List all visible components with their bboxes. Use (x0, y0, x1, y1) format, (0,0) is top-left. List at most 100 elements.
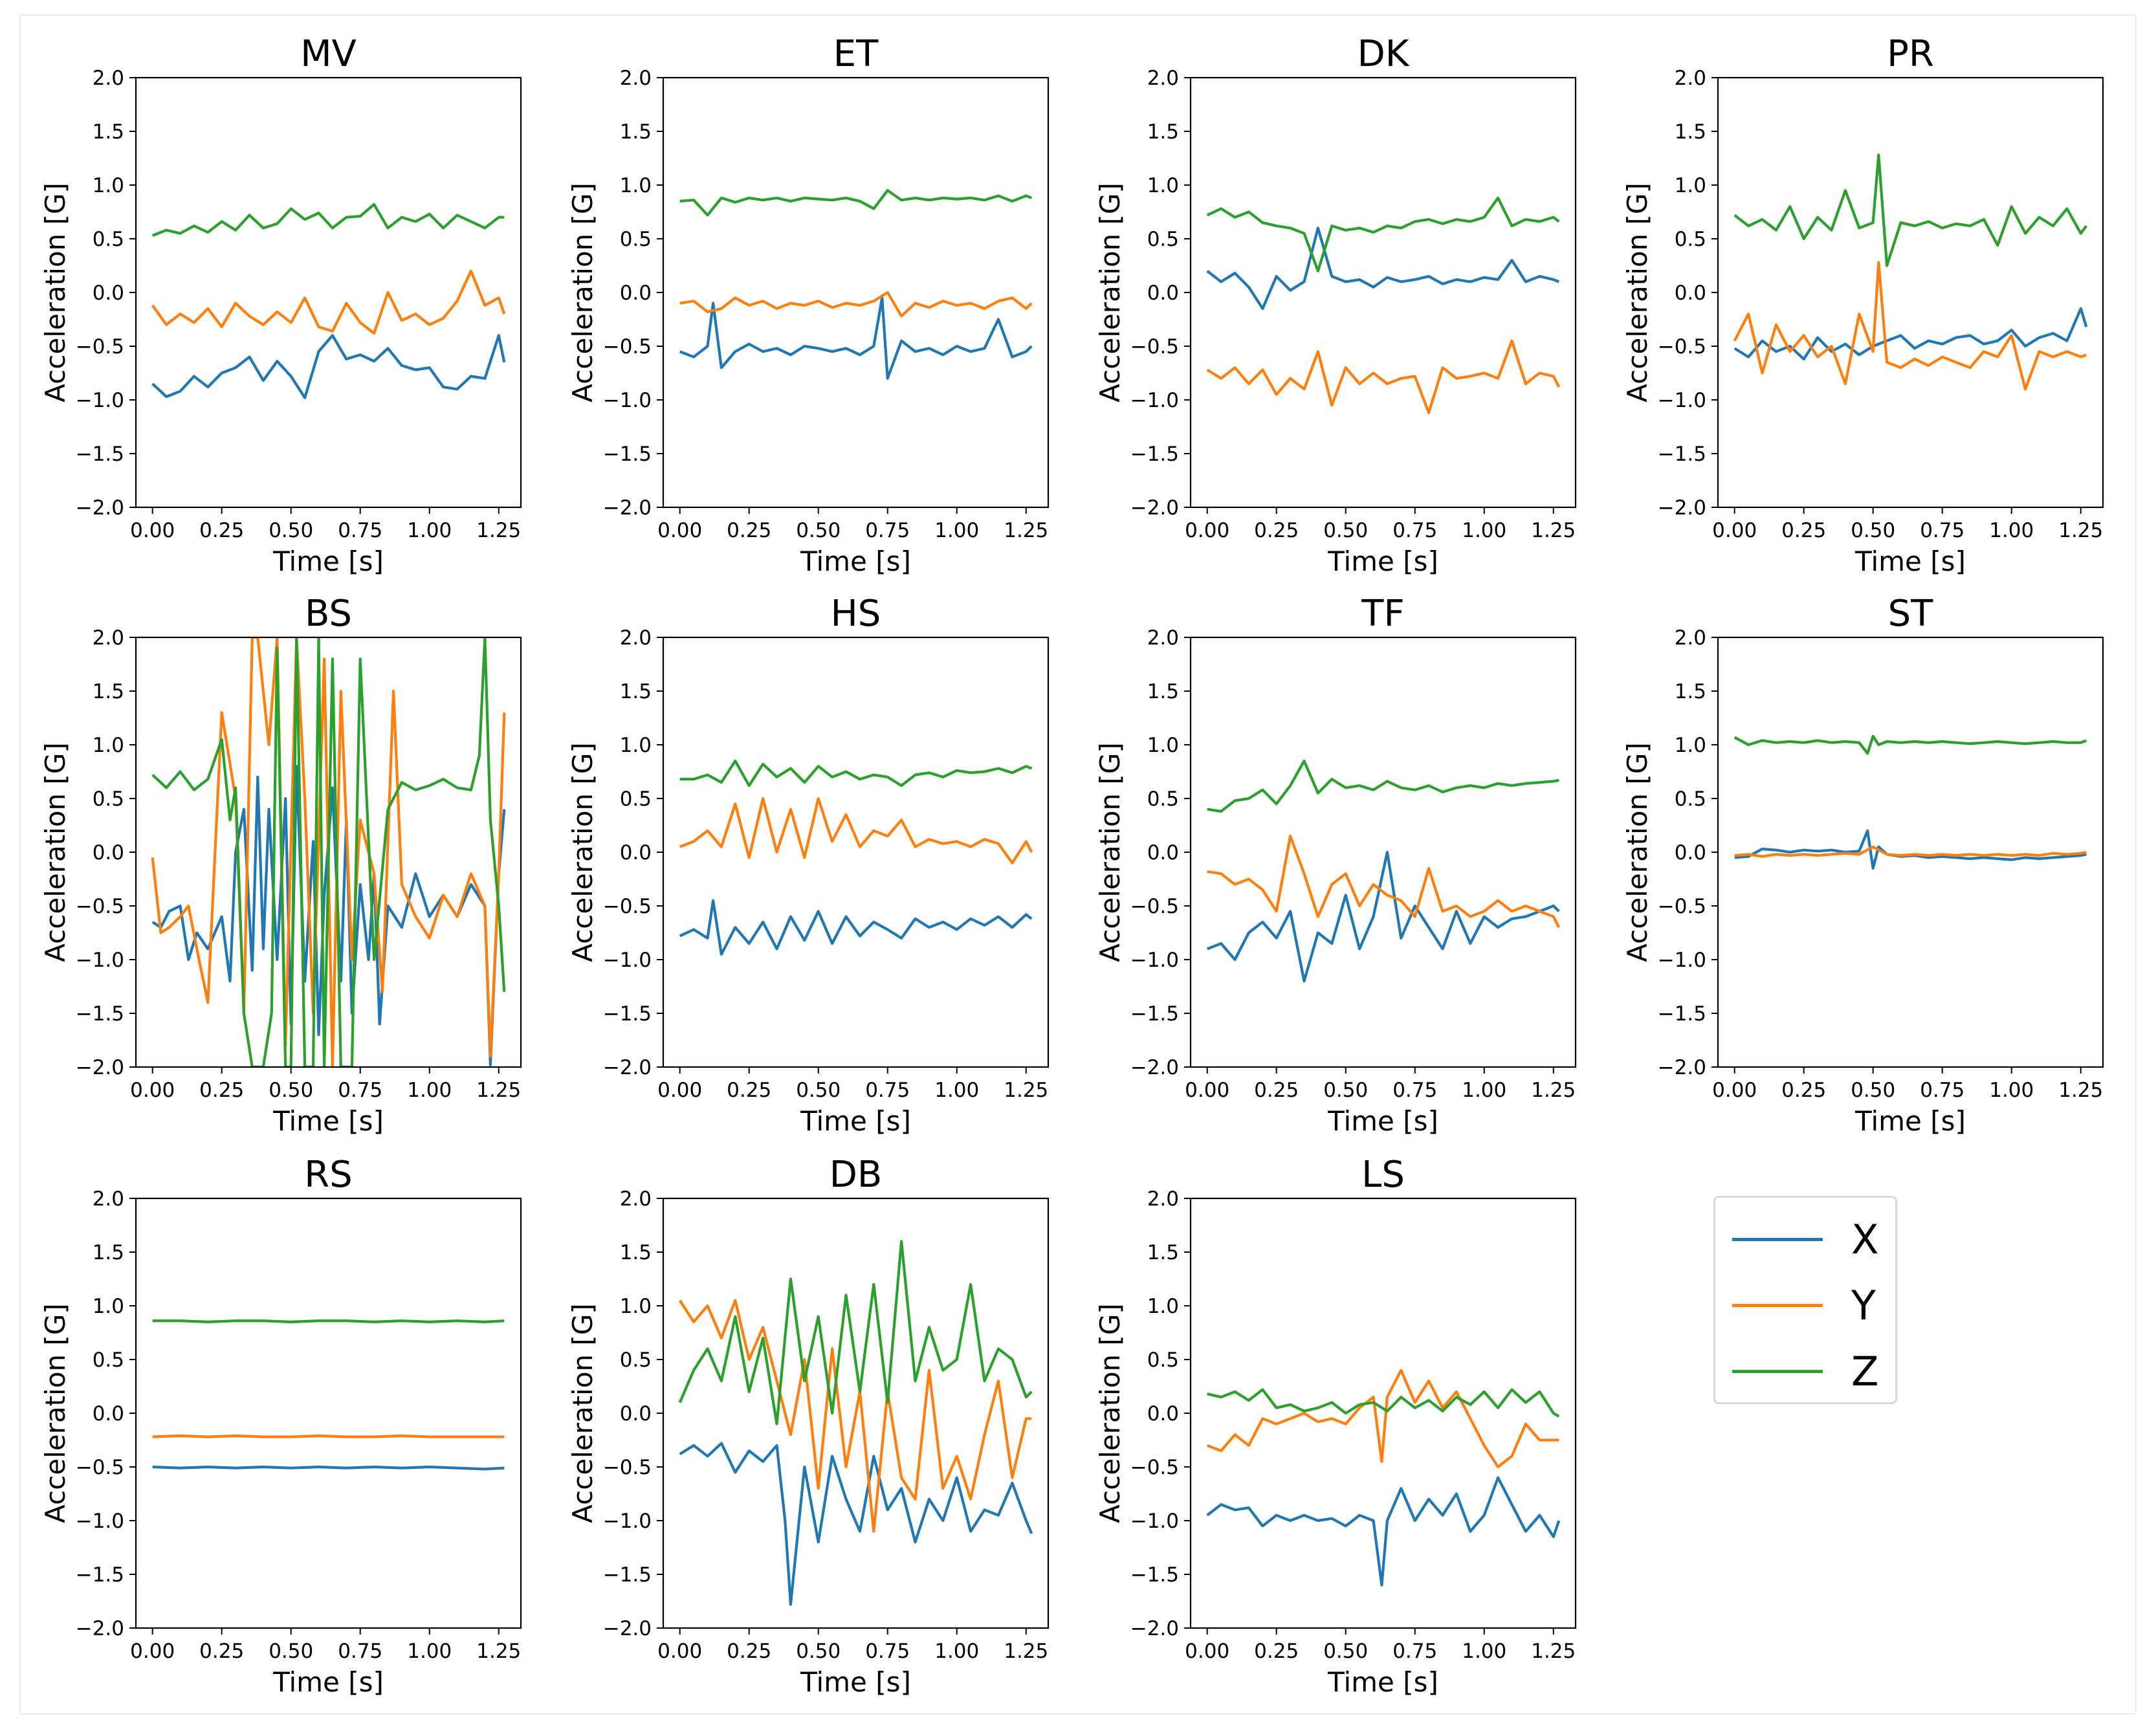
x-axis-label-et: Time [s] (800, 545, 911, 577)
x-axis-label-st: Time [s] (1854, 1105, 1966, 1137)
panel-rs: RS−2.0−1.5−1.0−0.50.00.51.01.52.00.00 0.2… (39, 1154, 521, 1698)
y-tick-label-mv: 2.0 (93, 67, 124, 90)
x-tick-label-hs: 0.50 (796, 1079, 841, 1102)
y-tick-label-st: −1.5 (1658, 1002, 1706, 1026)
y-tick-label-mv: 0.5 (93, 228, 124, 251)
x-tick-label-rs: 0.75 (338, 1640, 382, 1663)
y-tick-label-dk: 2.0 (1147, 67, 1179, 90)
y-tick-label-db: −2.0 (603, 1617, 652, 1640)
panel-title-hs: HS (831, 593, 881, 635)
y-tick-label-tf: 0.5 (1147, 787, 1179, 811)
y-axis-label-pr: Acceleration [G] (1622, 182, 1653, 402)
plot-frame-et (663, 78, 1048, 507)
legend-swatch-z (1732, 1370, 1823, 1373)
y-tick-label-hs: 0.5 (620, 787, 652, 811)
x-tick-label-ls: 0.75 (1392, 1640, 1437, 1663)
x-tick-label-ls: 0.00 (1185, 1640, 1229, 1663)
y-tick-label-rs: −1.5 (76, 1563, 124, 1587)
y-tick-label-tf: 0.0 (1147, 841, 1179, 864)
series-line-mv-z (153, 204, 505, 236)
y-tick-label-bs: −1.0 (76, 949, 124, 972)
y-tick-label-db: 1.0 (620, 1295, 652, 1318)
y-tick-label-bs: −1.5 (76, 1002, 124, 1026)
y-tick-label-dk: −2.0 (1130, 496, 1179, 520)
y-tick-label-hs: −0.5 (603, 895, 652, 918)
x-tick-label-rs: 0.50 (269, 1640, 313, 1663)
x-tick-label-db: 0.50 (796, 1640, 841, 1663)
legend-label-y: Y (1851, 1283, 1876, 1328)
y-tick-label-et: 0.5 (620, 228, 652, 251)
y-tick-label-st: 1.5 (1675, 680, 1706, 703)
y-tick-label-bs: −0.5 (76, 895, 124, 918)
y-tick-label-rs: 0.0 (93, 1402, 124, 1426)
y-axis-label-dk: Acceleration [G] (1094, 182, 1126, 402)
series-line-dk-y (1207, 341, 1559, 413)
y-tick-label-ls: 0.0 (1147, 1402, 1179, 1426)
legend: X Y Z (1713, 1196, 1897, 1404)
y-tick-label-ls: −1.5 (1130, 1563, 1179, 1587)
y-tick-label-db: 1.5 (620, 1241, 652, 1264)
x-tick-label-bs: 1.25 (476, 1079, 521, 1102)
series-line-hs-z (680, 761, 1032, 786)
x-tick-label-rs: 0.00 (130, 1640, 175, 1663)
y-tick-label-bs: 0.0 (93, 841, 124, 864)
y-tick-label-rs: 1.0 (93, 1295, 124, 1318)
panel-title-mv: MV (300, 33, 357, 75)
panel-tf: TF −2.0 −1.5 −1.0 −0.5 0.0 0.5 1.0 1.5 2.0 0.00 0.2… (1094, 593, 1576, 1137)
y-tick-label-et: −2.0 (603, 496, 652, 520)
x-tick-label-et: 0.50 (796, 519, 841, 542)
x-tick-label-tf: 0.25 (1254, 1079, 1299, 1102)
series-line-hs-y (680, 798, 1032, 863)
plot-frame-pr (1718, 78, 2103, 507)
x-tick-label-tf: 1.25 (1531, 1079, 1576, 1102)
plot-frame-tf (1191, 637, 1576, 1067)
y-tick-label-tf: 1.0 (1147, 734, 1179, 757)
x-tick-label-tf: 1.00 (1462, 1079, 1506, 1102)
y-tick-label-et: −0.5 (603, 335, 652, 358)
series-line-tf-y (1207, 836, 1559, 927)
x-tick-label-st: 0.50 (1851, 1079, 1895, 1102)
series-line-db-z (680, 1241, 1032, 1424)
series-line-pr-y (1735, 263, 2087, 390)
panel-title-tf: TF (1361, 593, 1404, 635)
series-line-rs-x (153, 1467, 505, 1469)
x-tick-label-db: 1.25 (1004, 1640, 1048, 1663)
x-tick-label-et: 0.00 (657, 519, 702, 542)
x-axis-label-bs: Time [s] (272, 1105, 384, 1137)
panel-bs: BS−2.0−1.5−1.0−0.50.00.51.01.52.00.00 0.2… (39, 593, 521, 1137)
y-tick-label-bs: 1.5 (93, 680, 124, 703)
x-tick-label-pr: 0.50 (1851, 519, 1895, 542)
panel-title-st: ST (1888, 593, 1934, 635)
y-tick-label-tf: −0.5 (1130, 895, 1179, 918)
x-tick-label-rs: 0.25 (199, 1640, 244, 1663)
x-tick-label-pr: 1.25 (2058, 519, 2103, 542)
series-line-ls-y (1207, 1371, 1559, 1467)
series-line-ls-z (1207, 1390, 1559, 1417)
y-tick-label-pr: 0.5 (1675, 228, 1706, 251)
y-tick-label-et: −1.5 (603, 443, 652, 466)
y-tick-label-bs: −2.0 (76, 1056, 124, 1079)
x-axis-label-hs: Time [s] (800, 1105, 911, 1137)
series-line-tf-z (1207, 761, 1559, 811)
x-tick-label-rs: 1.00 (407, 1640, 452, 1663)
panel-title-rs: RS (304, 1154, 352, 1196)
plot-frame-dk (1191, 78, 1576, 507)
series-line-pr-x (1735, 309, 2087, 359)
y-tick-label-ls: 1.0 (1147, 1295, 1179, 1318)
y-tick-label-tf: 1.5 (1147, 680, 1179, 703)
x-tick-label-pr: 0.75 (1920, 519, 1964, 542)
legend-item-x: X (1715, 1211, 1895, 1269)
y-axis-label-mv: Acceleration [G] (39, 182, 71, 402)
panel-et: ET−2.0−1.5−1.0−0.50.00.51.01.52.00.00 0.2… (567, 33, 1048, 577)
x-tick-label-pr: 0.25 (1781, 519, 1826, 542)
y-tick-label-pr: 1.5 (1675, 120, 1706, 144)
x-tick-label-dk: 0.25 (1254, 519, 1299, 542)
panel-st: ST−2.0−1.5−1.0−0.50.00.51.01.52.00.00 0.2… (1622, 593, 2103, 1137)
legend-label-x: X (1851, 1217, 1878, 1262)
y-tick-label-tf: −2.0 (1130, 1056, 1179, 1079)
y-tick-label-mv: 1.5 (93, 120, 124, 144)
y-tick-label-ls: −1.0 (1130, 1510, 1179, 1533)
y-tick-label-et: 1.0 (620, 174, 652, 197)
y-tick-label-db: −1.5 (603, 1563, 652, 1587)
y-tick-label-et: 1.5 (620, 120, 652, 144)
